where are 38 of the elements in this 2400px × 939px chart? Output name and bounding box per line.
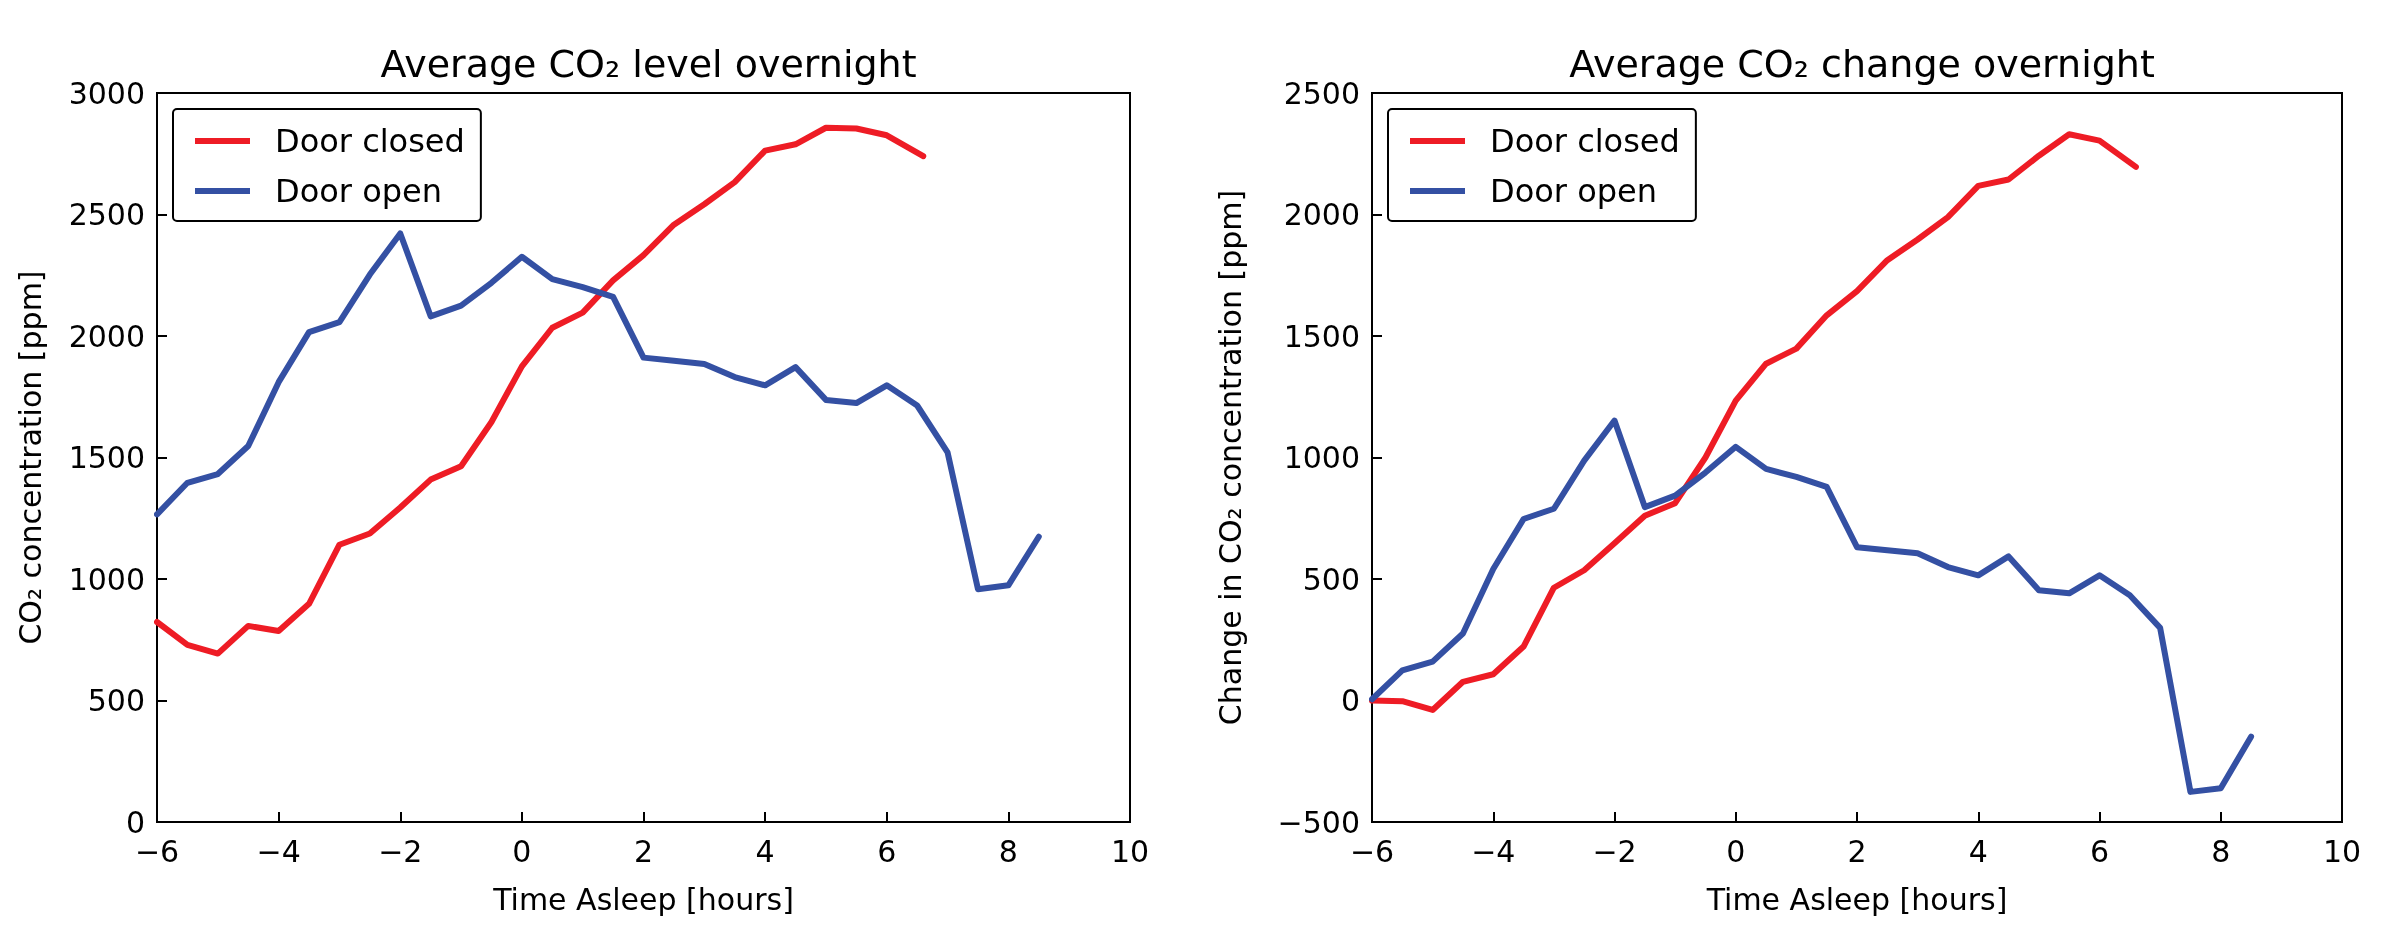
x-tick-label: 6 [877,833,897,869]
x-tick-label: −4 [256,833,301,869]
x-tick-label: 4 [1968,833,1988,869]
y-tick-label: 2500 [68,197,145,232]
y-axis-title: Change in CO₂ concentration [ppm] [1212,189,1248,726]
legend-label: Door open [1490,172,1657,210]
x-tick-label: 10 [1110,833,1150,869]
y-tick-label: 500 [1302,561,1360,597]
y-tick-label: 500 [87,683,145,718]
x-tick-label: 0 [1726,833,1746,869]
y-tick-label: 0 [1340,683,1360,718]
x-axis-title: Time Asleep [hours] [492,881,794,917]
x-tick-label: 2 [1847,833,1867,869]
legend-label: Door open [275,172,442,210]
y-tick-label: 1500 [1283,318,1360,354]
y-tick-label: 1000 [68,561,145,597]
y-tick-label: 1500 [68,440,145,475]
legend-label: Door closed [1490,122,1680,160]
y-axis-title: CO₂ concentration [ppm] [12,270,48,645]
y-tick-label: 3000 [68,75,145,111]
chart-title: Average CO₂ change overnight [1569,42,2155,86]
chart-title: Average CO₂ level overnight [380,42,917,86]
x-axis-title: Time Asleep [hours] [1705,881,2008,917]
legend-label: Door closed [275,122,465,160]
x-tick-label: 6 [2089,833,2110,869]
x-tick-label: 2 [633,833,654,869]
x-tick-label: 4 [755,833,775,869]
x-tick-label: 10 [2322,833,2362,869]
x-tick-label: 8 [998,833,1018,869]
y-tick-label: 2000 [68,318,145,354]
x-tick-label: −2 [1592,833,1637,869]
x-tick-label: −2 [378,833,423,869]
y-tick-label: 2000 [1283,197,1360,232]
x-tick-label: 8 [2211,833,2231,869]
x-tick-label: 0 [512,833,532,869]
x-tick-label: −4 [1471,833,1516,869]
y-tick-label: 2500 [1283,75,1360,111]
y-tick-label: 1000 [1283,440,1360,475]
